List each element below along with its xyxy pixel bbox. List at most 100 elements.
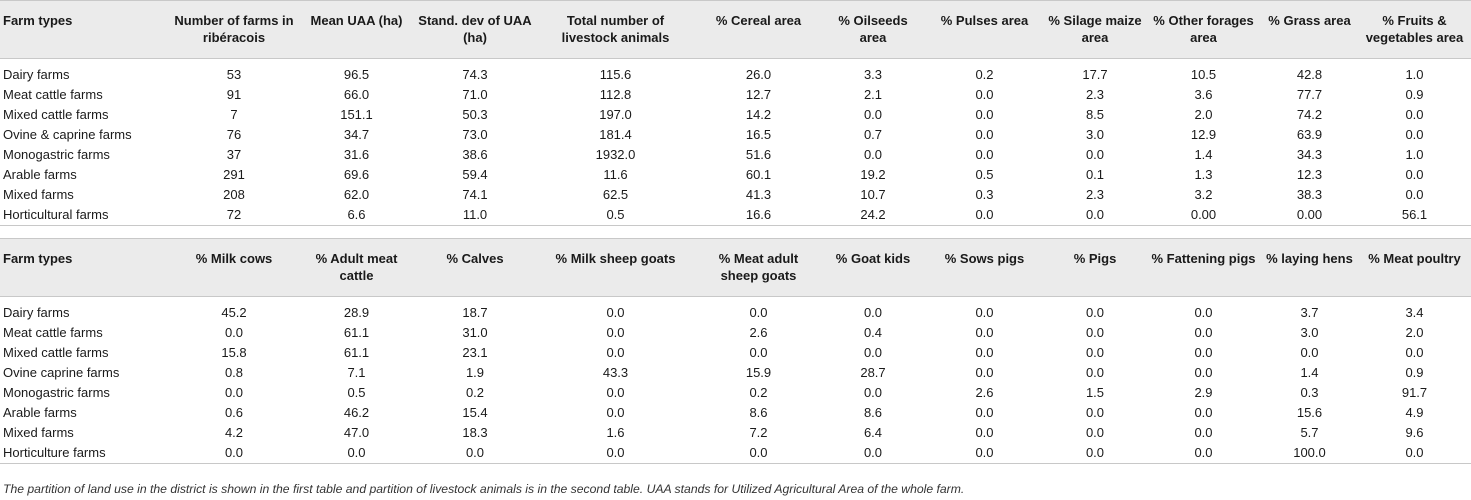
table-cell: 28.7 — [860, 365, 886, 380]
table-cell: 41.3 — [745, 187, 772, 202]
table-cell: 0.0 — [224, 385, 244, 400]
column-header: Stand. dev of UAA (ha) — [418, 13, 532, 45]
table-cell: 0.0 — [606, 405, 625, 420]
table-cell: 15.4 — [462, 405, 488, 420]
table-cell: 24.2 — [821, 205, 925, 226]
column-header: Total number of livestock animals — [561, 13, 670, 45]
table-cell: 0.0 — [1194, 305, 1213, 320]
table-cell: 26.0 — [745, 67, 772, 82]
table-row: Arable farms 291 69.6 59.4 11.6 60.1 19.2 0.5 0.… — [0, 165, 1471, 185]
column-header: % Milk cows — [195, 251, 273, 266]
table-cell: 0.3 — [1300, 385, 1319, 400]
farm-type-cell: Arable farms — [3, 167, 77, 182]
farm-type-cell: Mixed farms — [3, 425, 74, 440]
table-cell: 4.2 — [224, 425, 244, 440]
table-cell: 3.6 — [1194, 87, 1213, 102]
table-cell: 0.0 — [821, 443, 925, 464]
table-cell: 0.0 — [975, 345, 994, 360]
table-cell: 1.0 — [1405, 67, 1424, 82]
table-row: Monogastric farms 0.0 0.5 0.2 0.0 0.2 0.0 2.6 1.… — [0, 383, 1471, 403]
table-cell: 0.0 — [1146, 443, 1261, 464]
table-row: Meat cattle farms 91 66.0 71.0 112.8 12.7 2.1 0… — [0, 85, 1471, 105]
table-cell: 0.0 — [606, 305, 625, 320]
table-cell: 0.0 — [1194, 365, 1213, 380]
farm-type-cell: Mixed cattle farms — [3, 345, 109, 360]
table-cell: 2.0 — [1194, 107, 1213, 122]
table-cell: 69.6 — [343, 167, 370, 182]
table-cell: 0.0 — [863, 147, 883, 162]
table-cell: 9.6 — [1405, 425, 1424, 440]
column-header: % Fruits & vegetables area — [1365, 13, 1464, 45]
table-cell: 31.0 — [462, 325, 488, 340]
table-cell: 3.7 — [1300, 305, 1319, 320]
table-cell: 0.2 — [749, 385, 768, 400]
table-cell: 0.2 — [975, 67, 994, 82]
table-cell: 56.1 — [1358, 205, 1471, 226]
table-cell: 23.1 — [462, 345, 488, 360]
table-cell: 0.0 — [975, 365, 994, 380]
table-body: Dairy farms 45.2 28.9 18.7 0.0 0.0 0.0 0.0 0.0 0.… — [0, 297, 1471, 464]
table-cell: 96.5 — [343, 67, 370, 82]
table-cell: 51.6 — [745, 147, 772, 162]
farm-type-cell: Ovine & caprine farms — [3, 127, 132, 142]
table-cell: 2.6 — [975, 385, 994, 400]
table-cell: 66.0 — [343, 87, 370, 102]
table-cell: 1.9 — [465, 365, 485, 380]
table-cell: 0.0 — [863, 385, 883, 400]
table-cell: 10.5 — [1190, 67, 1217, 82]
table-cell: 0.0 — [224, 325, 244, 340]
column-header: % Grass area — [1268, 13, 1351, 28]
farm-type-cell: Monogastric farms — [3, 147, 110, 162]
table-cell: 112.8 — [599, 87, 632, 102]
table-cell: 0.0 — [749, 305, 768, 320]
table-cell: 0.0 — [1085, 345, 1105, 360]
table-cell: 0.0 — [975, 325, 994, 340]
table-cell: 73.0 — [462, 127, 488, 142]
column-header: Farm types — [3, 251, 73, 266]
table-cell: 1932.0 — [595, 147, 636, 162]
table-cell: 0.5 — [347, 385, 366, 400]
table-cell: 0.0 — [975, 87, 994, 102]
table-cell: 0.0 — [1085, 405, 1105, 420]
table-cell: 0.0 — [1405, 107, 1424, 122]
table-cell: 0.0 — [925, 205, 1044, 226]
table-cell: 18.3 — [462, 425, 488, 440]
table-cell: 2.0 — [1405, 325, 1424, 340]
table-cell: 100.0 — [1261, 443, 1358, 464]
table-cell: 12.7 — [745, 87, 772, 102]
table-cell: 0.0 — [606, 325, 625, 340]
table-cell: 0.0 — [975, 405, 994, 420]
table-cell: 59.4 — [462, 167, 488, 182]
table-cell: 0.0 — [1405, 187, 1424, 202]
table-cell: 8.6 — [749, 405, 768, 420]
table-cell: 2.9 — [1194, 385, 1213, 400]
table-cell: 151.1 — [340, 107, 373, 122]
table-cell: 0.00 — [1146, 205, 1261, 226]
table-cell: 3.4 — [1405, 305, 1424, 320]
table-cell: 31.6 — [343, 147, 370, 162]
table-cell: 11.0 — [415, 205, 535, 226]
table-row: Ovine caprine farms 0.8 7.1 1.9 43.3 15.9 28.7… — [0, 363, 1471, 383]
table-cell: 1.4 — [1194, 147, 1213, 162]
table-cell: 0.0 — [1405, 167, 1424, 182]
table-cell: 0.0 — [606, 345, 625, 360]
table-cell: 0.0 — [975, 127, 994, 142]
table-cell: 1.3 — [1194, 167, 1213, 182]
table-cell: 74.2 — [1296, 107, 1323, 122]
column-header: Mean UAA (ha) — [310, 13, 403, 28]
table-cell: 76 — [226, 127, 242, 142]
table-cell: 38.3 — [1296, 187, 1323, 202]
table-row: Mixed farms 208 62.0 74.1 62.5 41.3 10.7 0.3 2.3… — [0, 185, 1471, 205]
table-cell: 0.0 — [1085, 325, 1105, 340]
table-cell: 0.0 — [1405, 127, 1424, 142]
table-cell: 7.1 — [347, 365, 366, 380]
table-cell: 0.0 — [1194, 345, 1213, 360]
table-header-row: Farm types Number of farms in ribéracois… — [0, 0, 1471, 59]
column-header: % Cereal area — [715, 13, 802, 28]
table-cell: 72 — [170, 205, 298, 226]
table-cell: 0.0 — [1405, 345, 1424, 360]
table-cell: 181.4 — [599, 127, 632, 142]
column-header: % Fattening pigs — [1151, 251, 1256, 266]
table-cell: 71.0 — [462, 87, 488, 102]
